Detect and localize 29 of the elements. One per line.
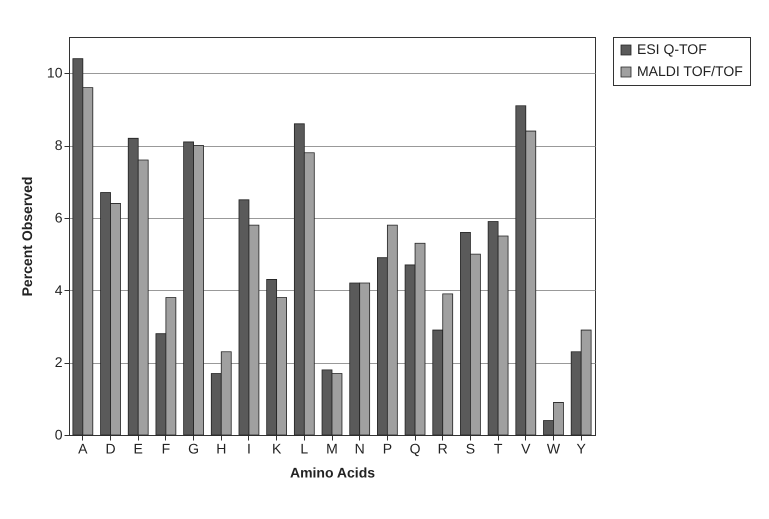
legend-label: ESI Q-TOF [637, 41, 707, 57]
y-tick-label: 4 [54, 282, 63, 298]
x-tick-label: V [521, 440, 532, 456]
x-tick-label: G [188, 440, 200, 456]
x-tick-label: P [382, 440, 392, 456]
x-tick-label: M [326, 440, 338, 456]
x-tick-label: R [438, 440, 448, 456]
x-tick-label: F [162, 440, 170, 456]
x-tick-label: K [272, 440, 282, 456]
x-tick-label: W [546, 440, 561, 456]
x-tick-label: S [466, 440, 476, 456]
x-tick-label: L [300, 440, 308, 456]
y-axis-title: Percent Observed [18, 176, 35, 296]
x-tick-label: H [216, 440, 226, 456]
x-tick-label: D [105, 440, 116, 456]
x-tick-label: A [78, 440, 88, 456]
x-tick-label: Y [576, 440, 586, 456]
x-tick-label: Q [410, 440, 421, 456]
x-tick-label: I [247, 440, 251, 456]
y-tick-label: 2 [54, 354, 63, 370]
x-tick-label: E [134, 440, 143, 456]
x-axis-title: Amino Acids [290, 464, 376, 480]
legend-label: MALDI TOF/TOF [637, 63, 743, 79]
y-tick-label: 6 [54, 209, 63, 226]
y-tick-label: 0 [54, 426, 63, 442]
x-tick-label: N [354, 440, 365, 456]
x-tick-label: T [494, 440, 503, 456]
y-tick-label: 10 [46, 64, 63, 81]
y-tick-label: 8 [54, 137, 63, 154]
